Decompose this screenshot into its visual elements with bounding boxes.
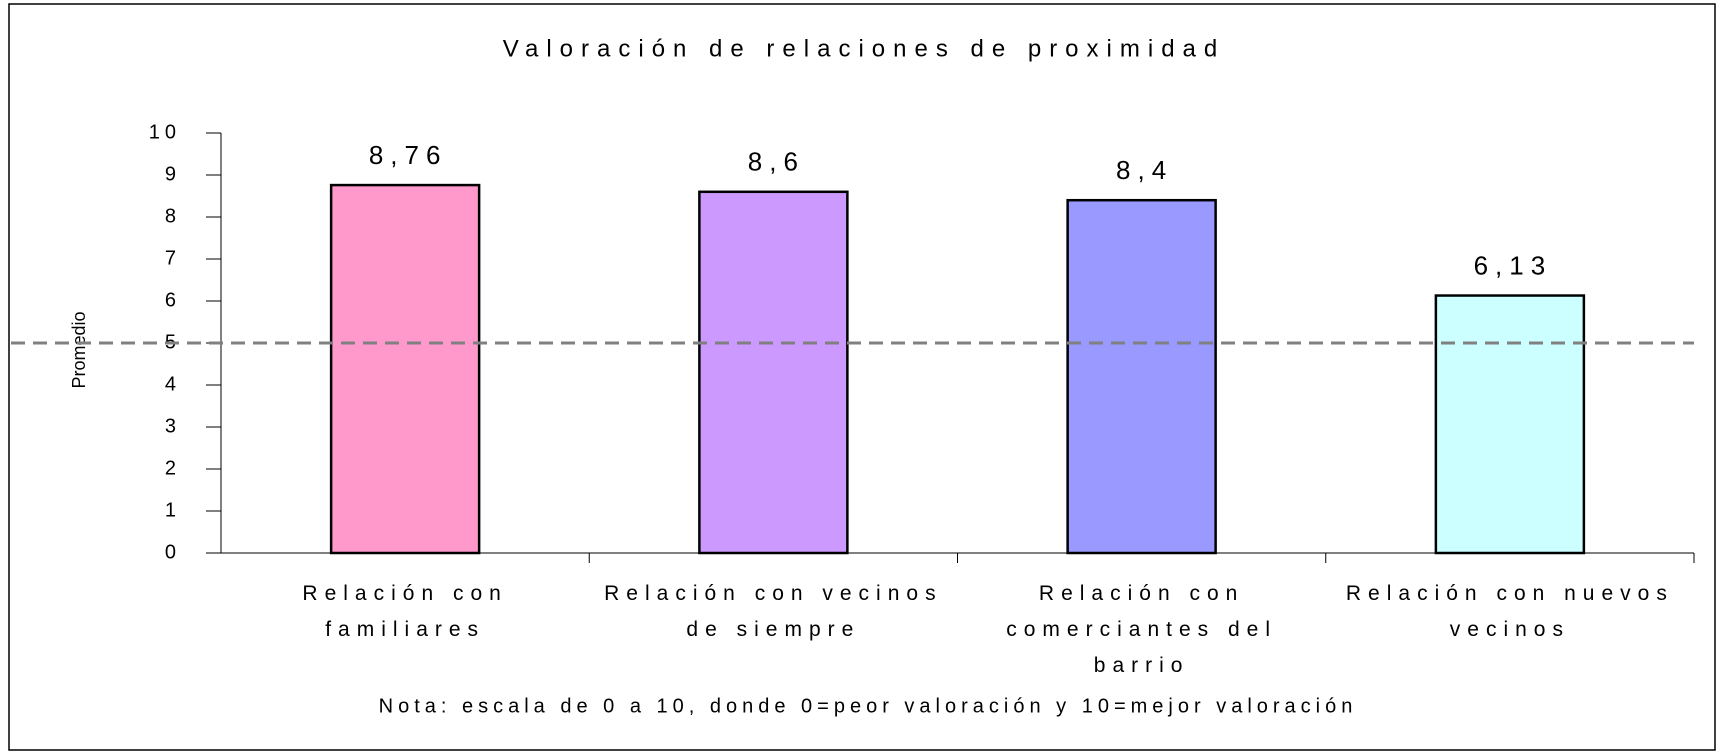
y-tick-label: 10	[149, 121, 181, 143]
chart-title: Valoración de relaciones de proximidad	[503, 35, 1225, 62]
y-tick-label: 0	[165, 541, 181, 563]
y-tick-label: 8	[165, 205, 181, 227]
x-tick-label: Relación con familiares	[302, 582, 508, 641]
y-tick-label: 2	[165, 457, 181, 479]
y-axis-label: Promedio	[69, 311, 89, 388]
value-label: 8,76	[369, 140, 448, 170]
value-label: 8,4	[1116, 155, 1173, 185]
chart-frame	[8, 3, 1716, 751]
bar	[1066, 198, 1217, 555]
bar	[329, 183, 481, 555]
y-tick-label: 6	[165, 289, 181, 311]
note: Nota: escala de 0 a 10, donde 0=peor val…	[379, 695, 1358, 717]
value-label: 6,13	[1474, 250, 1553, 280]
x-tick-label: Relación con nuevos vecinos	[1345, 582, 1674, 641]
y-tick-label: 3	[165, 415, 181, 437]
y-tick-label: 7	[165, 247, 181, 269]
x-tick-label: Relación con vecinos de siempre	[604, 582, 943, 641]
bar	[698, 190, 849, 555]
y-tick-label: 9	[165, 163, 181, 185]
y-tick-label: 1	[165, 499, 181, 521]
value-label: 8,6	[748, 147, 805, 177]
y-tick-label: 4	[165, 373, 181, 395]
x-tick-label: Relación con comerciantes del barrio	[1006, 582, 1277, 677]
bar	[1434, 294, 1586, 555]
